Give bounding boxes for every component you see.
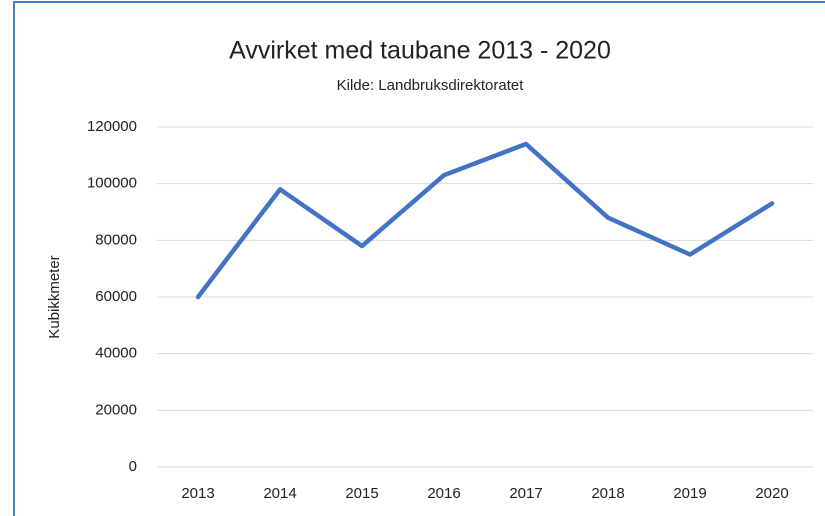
x-tick-label: 2019 [673, 485, 706, 502]
frame [13, 1, 825, 516]
x-tick-label: 2018 [591, 485, 624, 502]
x-tick-label: 2014 [263, 485, 296, 502]
y-tick-label: 60000 [95, 288, 137, 305]
y-tick-label: 80000 [95, 231, 137, 248]
y-tick-label: 40000 [95, 345, 137, 362]
x-tick-label: 2017 [509, 485, 542, 502]
y-tick-label: 120000 [87, 118, 137, 135]
y-axis-label: Kubikkmeter [46, 255, 63, 338]
y-tick-label: 0 [129, 458, 137, 475]
chart-subtitle: Kilde: Landbruksdirektoratet [337, 77, 525, 94]
line-series [195, 141, 775, 300]
x-tick-label: 2016 [427, 485, 460, 502]
y-tick-label: 100000 [87, 175, 137, 192]
chart-title: Avvirket med taubane 2013 - 2020 [229, 37, 611, 65]
y-tick-label: 20000 [95, 401, 137, 418]
x-tick-label: 2015 [345, 485, 378, 502]
x-tick-label: 2013 [181, 485, 214, 502]
x-tick-label: 2020 [755, 485, 788, 502]
